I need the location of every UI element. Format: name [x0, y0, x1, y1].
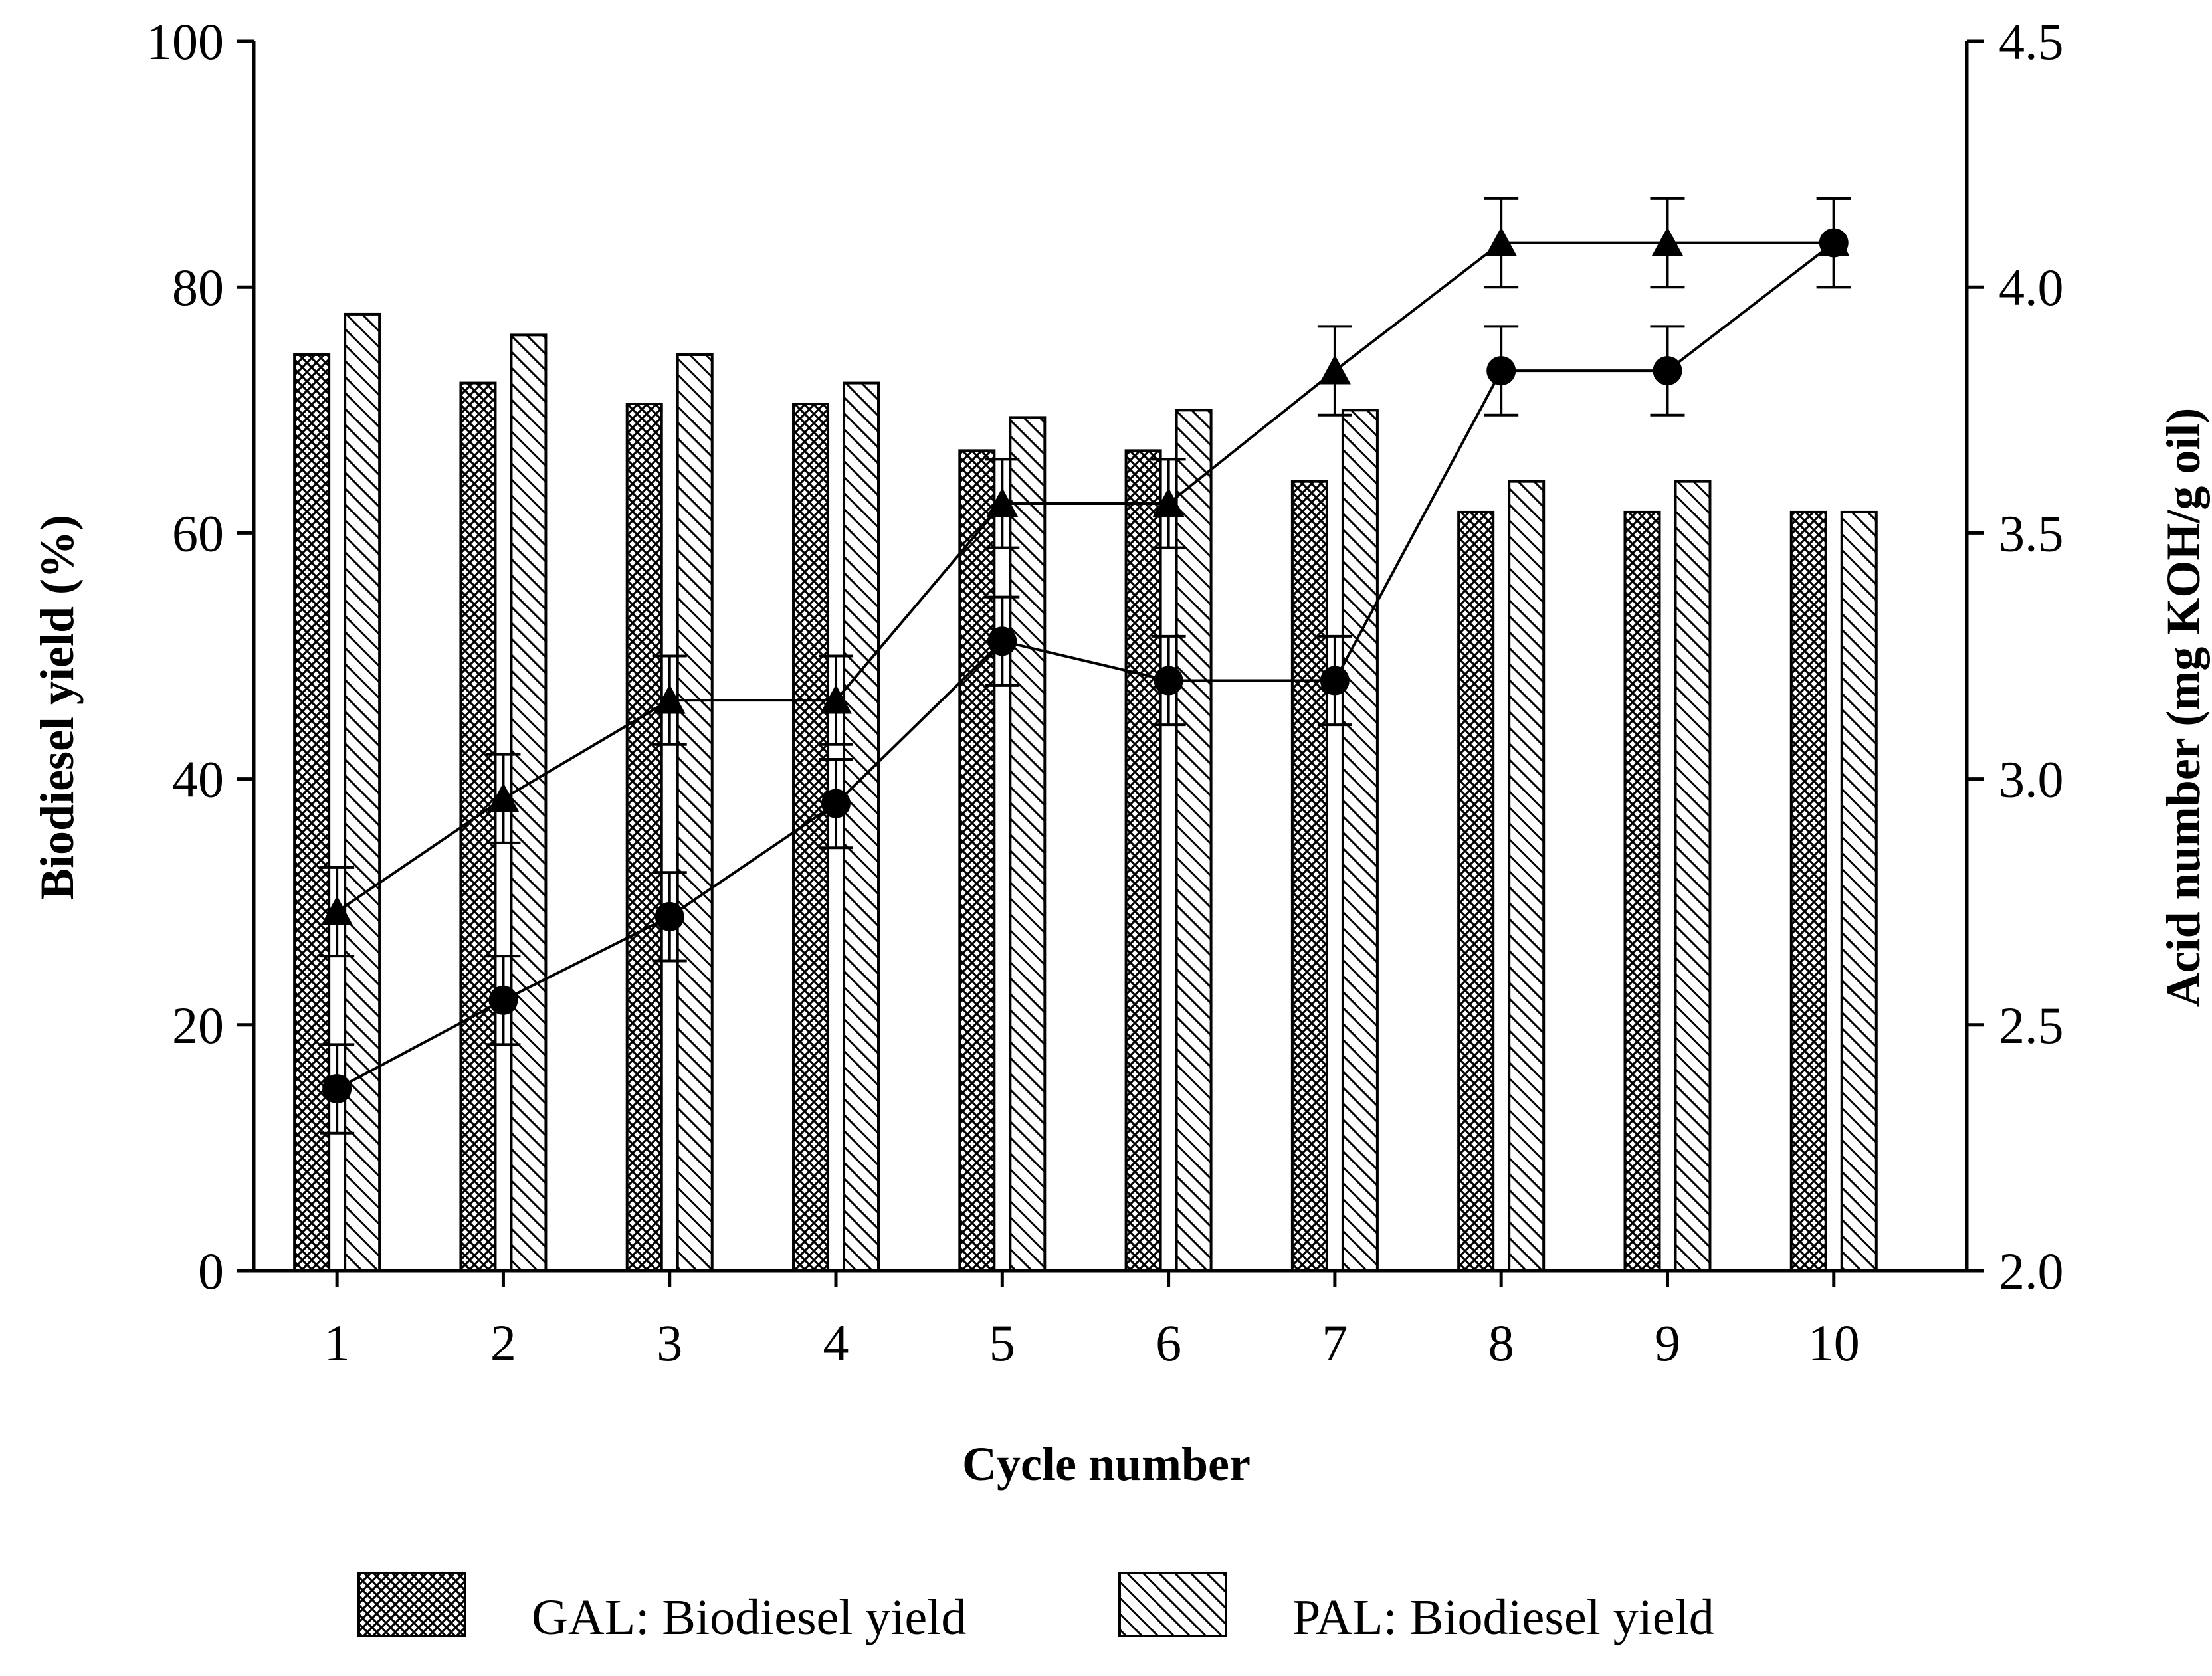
marker-circle-9 [1653, 356, 1682, 386]
x-axis-title: Cycle number [962, 1438, 1251, 1491]
x-tick-label-8: 8 [1488, 1314, 1514, 1372]
x-tick-label-9: 9 [1655, 1314, 1680, 1372]
bar-pal-7 [1341, 409, 1379, 1272]
legend-swatch-pal [1118, 1572, 1227, 1637]
legend-label-pal: PAL: Biodiesel yield [1292, 1590, 1714, 1645]
marker-triangle-2 [487, 783, 520, 812]
marker-triangle-8 [1485, 227, 1518, 256]
bar-gal-6 [1124, 449, 1162, 1272]
y2-tick-label-4.0: 4.0 [1999, 258, 2064, 316]
bar-pal-2 [510, 333, 548, 1272]
bar-gal-5 [958, 449, 996, 1272]
marker-circle-4 [821, 789, 851, 818]
x-tick-label-10: 10 [1808, 1314, 1860, 1372]
y2-axis-title: Acid number (mg KOH/g oil) [2157, 408, 2210, 1008]
bar-gal-4 [792, 403, 830, 1272]
x-tick-label-2: 2 [490, 1314, 516, 1372]
bar-pal-8 [1508, 480, 1546, 1273]
marker-circle-2 [488, 985, 518, 1015]
y-tick-label-0: 0 [198, 1242, 224, 1300]
legend-swatch-gal [357, 1572, 466, 1637]
bar-pal-10 [1840, 510, 1878, 1272]
bar-gal-3 [625, 403, 663, 1272]
bar-pal-4 [843, 381, 880, 1272]
y-tick-label-40: 40 [172, 751, 224, 808]
legend-label-gal: GAL: Biodiesel yield [532, 1590, 966, 1645]
bar-gal-10 [1789, 510, 1827, 1272]
y2-tick-label-2.0: 2.0 [1999, 1242, 2064, 1300]
marker-circle-7 [1320, 666, 1350, 696]
marker-circle-3 [654, 901, 684, 931]
marker-circle-10 [1819, 228, 1849, 258]
marker-circle-5 [987, 626, 1017, 656]
legend: GAL: Biodiesel yield PAL: Biodiesel yiel… [357, 1572, 1714, 1645]
y2-tick-label-3.5: 3.5 [1999, 504, 2064, 562]
bar-gal-8 [1457, 510, 1495, 1272]
marker-triangle-5 [986, 487, 1019, 517]
y2-tick-label-2.5: 2.5 [1999, 996, 2064, 1054]
y-tick-label-20: 20 [172, 996, 224, 1054]
bar-pal-3 [676, 353, 714, 1272]
x-tick-label-4: 4 [823, 1314, 849, 1372]
marker-circle-6 [1154, 666, 1183, 696]
y-tick-label-60: 60 [172, 504, 224, 562]
marker-triangle-6 [1152, 487, 1185, 517]
x-tick-label-6: 6 [1156, 1314, 1181, 1372]
x-tick-label-1: 1 [324, 1314, 350, 1372]
y-tick-label-100: 100 [146, 13, 224, 70]
axes-layer: 0 20 40 60 80 100 2.0 2.5 3.0 3.5 4.0 4.5 1 2 3 4 5 6 7 8 9 1… [146, 13, 2064, 1372]
marker-triangle-9 [1651, 227, 1684, 256]
line-acid-circle [336, 241, 1835, 1090]
y-axis-title: Biodiesel yield (%) [31, 515, 84, 900]
bar-pal-1 [344, 312, 381, 1272]
line-acid-triangle [336, 241, 1834, 913]
bar-gal-2 [459, 381, 497, 1272]
bar-pal-6 [1175, 409, 1213, 1272]
y-tick-label-80: 80 [172, 258, 224, 316]
x-tick-label-7: 7 [1322, 1314, 1348, 1372]
acid-number-lines-layer [320, 197, 1851, 1135]
bar-pal-9 [1674, 480, 1712, 1273]
marker-circle-1 [322, 1074, 352, 1104]
marker-circle-8 [1486, 356, 1516, 386]
marker-triangle-7 [1318, 355, 1351, 385]
y2-tick-label-3.0: 3.0 [1999, 751, 2064, 808]
x-tick-label-5: 5 [989, 1314, 1015, 1372]
bars-layer [293, 312, 1878, 1273]
bar-gal-7 [1290, 480, 1328, 1273]
bar-pal-5 [1009, 416, 1047, 1272]
marker-triangle-3 [653, 684, 686, 714]
x-tick-label-3: 3 [656, 1314, 682, 1372]
bar-gal-9 [1623, 510, 1661, 1272]
marker-triangle-4 [820, 684, 853, 714]
marker-triangle-1 [321, 895, 353, 925]
y2-tick-label-4.5: 4.5 [1999, 13, 2064, 70]
